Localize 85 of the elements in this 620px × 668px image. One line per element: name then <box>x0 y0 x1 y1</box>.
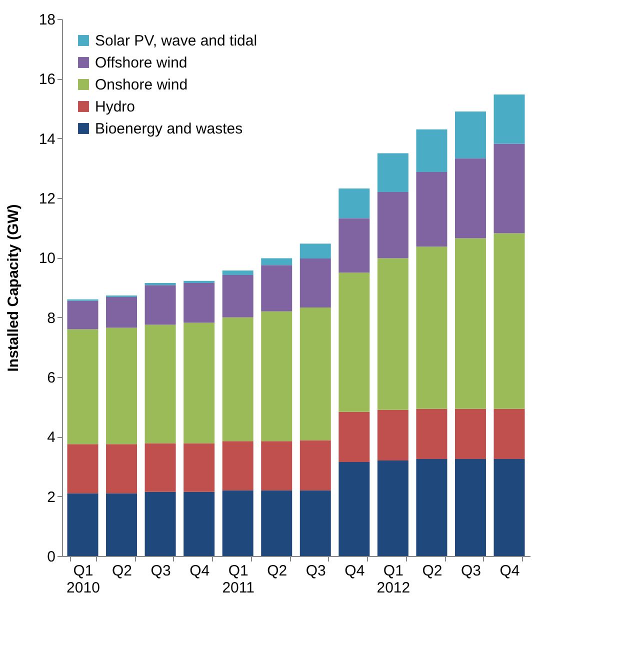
legend-label: Hydro <box>95 98 136 116</box>
bar <box>377 410 408 461</box>
bar <box>377 192 408 258</box>
bar <box>144 492 176 556</box>
bar <box>222 317 254 442</box>
bar <box>106 297 138 328</box>
bar <box>106 444 138 494</box>
legend-label: Onshore wind <box>95 76 188 94</box>
bar <box>494 233 525 409</box>
y-tick-label: 18 <box>38 12 56 28</box>
bar <box>222 441 254 490</box>
bar <box>106 328 138 444</box>
x-tick-label: Q1 2010 <box>66 562 100 596</box>
bar <box>416 246 448 409</box>
bar <box>377 258 408 410</box>
x-tick-label: Q2 <box>267 562 288 580</box>
bar <box>338 412 370 462</box>
bar <box>67 493 98 556</box>
bar <box>494 144 525 234</box>
bar <box>184 322 215 444</box>
bar <box>261 441 292 490</box>
x-tick-label: Q3 <box>306 562 326 580</box>
x-tick-label: Q1 2011 <box>222 562 254 596</box>
x-tick-label: Q1 2012 <box>376 562 410 596</box>
y-axis-title: Installed Capacity (GW) <box>4 204 22 372</box>
x-tick-label: Q3 <box>460 562 481 580</box>
bar <box>261 490 292 556</box>
x-tick-label: Q4 <box>500 562 520 580</box>
bar <box>494 94 525 144</box>
bar <box>454 158 486 238</box>
bar <box>184 492 215 556</box>
bar <box>261 265 292 312</box>
bar <box>184 280 215 284</box>
y-tick-label: 4 <box>47 429 56 446</box>
bar <box>416 172 448 247</box>
bar <box>416 408 448 460</box>
bar <box>338 188 370 218</box>
bar <box>222 274 254 318</box>
bar <box>338 218 370 273</box>
legend-label: Solar PV, wave and tidal <box>95 32 258 50</box>
y-tick-label: 16 <box>38 71 56 88</box>
y-tick-label: 0 <box>47 548 56 566</box>
bar <box>377 460 408 556</box>
bar <box>300 258 331 308</box>
y-tick-label: 6 <box>47 370 56 386</box>
bar <box>377 153 408 192</box>
bar <box>300 440 331 490</box>
bar <box>300 244 331 259</box>
bar <box>144 285 176 325</box>
bar <box>300 490 331 556</box>
bar <box>144 443 176 492</box>
y-tick-label: 10 <box>38 250 56 268</box>
y-tick-label: 8 <box>47 310 56 327</box>
bar <box>261 311 292 442</box>
bar <box>67 300 98 330</box>
bar <box>184 283 215 323</box>
x-tick-label: Q2 <box>112 562 132 580</box>
bar <box>416 129 448 172</box>
bar <box>454 459 486 556</box>
bar <box>106 493 138 556</box>
bar <box>494 459 525 556</box>
bar <box>184 443 215 492</box>
legend-label: Bioenergy and wastes <box>95 120 243 138</box>
bar <box>261 258 292 266</box>
y-tick-label: 2 <box>47 488 56 506</box>
x-tick-label: Q3 <box>150 562 171 580</box>
bar <box>494 408 525 460</box>
bar <box>416 459 448 556</box>
bar <box>338 272 370 412</box>
x-tick-label: Q4 <box>344 562 365 580</box>
bar <box>222 490 254 556</box>
bar <box>454 408 486 460</box>
y-tick-label: 14 <box>38 130 56 148</box>
bar <box>222 270 254 275</box>
legend-label: Offshore wind <box>95 54 188 72</box>
bar <box>300 307 331 440</box>
bar <box>454 111 486 158</box>
bar <box>67 444 98 494</box>
x-tick-label: Q4 <box>190 562 210 580</box>
bar <box>67 329 98 444</box>
y-tick-label: 12 <box>38 190 56 208</box>
x-tick-label: Q2 <box>422 562 442 580</box>
bar <box>338 462 370 556</box>
bar <box>454 238 486 409</box>
bar <box>144 324 176 444</box>
